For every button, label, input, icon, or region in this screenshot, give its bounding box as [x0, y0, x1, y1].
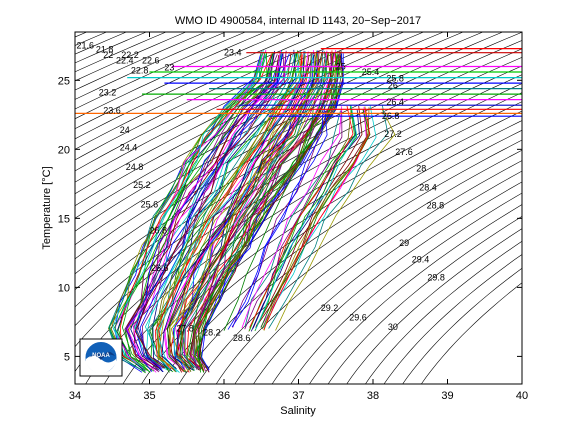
- x-tick-label: 36: [218, 390, 230, 402]
- contour-label: 26.8: [382, 111, 400, 121]
- contour-label: 28.2: [203, 328, 221, 338]
- contour-label: 29: [399, 238, 409, 248]
- y-axis-title: Temperature [°C]: [41, 166, 53, 249]
- contour-label: 22.6: [142, 56, 160, 66]
- contour-label: 27.8: [176, 324, 194, 334]
- contour-label: 26: [388, 81, 398, 91]
- x-tick-label: 38: [367, 390, 379, 402]
- noaa-logo: NOAA: [80, 339, 122, 376]
- contour-label: 28: [416, 163, 426, 173]
- x-tick-label: 35: [143, 390, 155, 402]
- contour-label: 29.8: [427, 273, 445, 283]
- logo-text: NOAA: [92, 353, 110, 359]
- contour-label: 23.4: [224, 48, 242, 58]
- contour-label: 22.4: [116, 56, 134, 66]
- contour-label: 27.2: [384, 129, 402, 139]
- contour-label: 21.6: [77, 41, 95, 51]
- contour-label: 24.8: [126, 162, 144, 172]
- x-tick-label: 40: [516, 390, 528, 402]
- y-tick-label: 10: [58, 282, 70, 294]
- contour-label: 29.6: [349, 313, 367, 323]
- contour-label: 29.2: [321, 303, 339, 313]
- contour-label: 29.4: [412, 255, 430, 265]
- contour-label: 22: [103, 50, 113, 60]
- contour-label: 25.4: [362, 67, 380, 77]
- contour-label: 27.6: [395, 147, 413, 157]
- contour-label: 23.2: [99, 88, 117, 98]
- y-tick-label: 5: [64, 351, 70, 363]
- contour-label: 28.4: [419, 183, 437, 193]
- contour-label: 26.6: [151, 263, 169, 273]
- contour-label: 26.4: [386, 97, 404, 107]
- contour-label: 25.6: [141, 199, 159, 209]
- chart-title: WMO ID 4900584, internal ID 1143, 20−Sep…: [175, 15, 421, 27]
- x-tick-label: 39: [441, 390, 453, 402]
- contour-label: 23.6: [103, 105, 121, 115]
- contour-label: 25: [336, 61, 346, 71]
- contour-label: 28.6: [233, 333, 251, 343]
- contour-label: 22.8: [131, 65, 149, 75]
- y-tick-label: 20: [58, 144, 70, 156]
- contour-label: 28.8: [427, 201, 445, 211]
- contour-label: 25.2: [133, 180, 151, 190]
- x-tick-label: 34: [69, 390, 81, 402]
- contour-label: 23: [164, 63, 174, 73]
- contour-label: 30: [388, 322, 398, 332]
- contour-label: 24: [120, 125, 130, 135]
- contour-label: 24.4: [120, 143, 138, 153]
- y-tick-label: 15: [58, 213, 70, 225]
- x-tick-label: 37: [292, 390, 304, 402]
- contour-label: 26.8: [150, 226, 168, 236]
- y-tick-label: 25: [58, 75, 70, 87]
- x-axis-title: Salinity: [280, 405, 316, 417]
